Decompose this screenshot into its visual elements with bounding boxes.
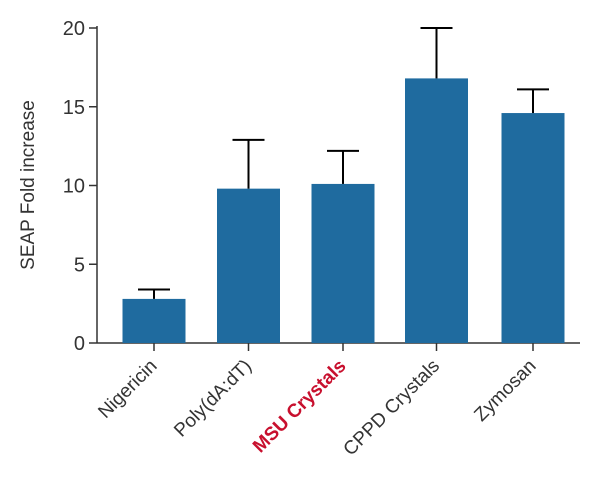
bar — [217, 188, 280, 343]
y-axis-title-group: SEAP Fold increase — [18, 100, 39, 270]
y-tick-label: 0 — [74, 333, 85, 355]
x-tick-label-highlighted: MSU Crystals — [249, 356, 350, 457]
x-tick-label: Zymosan — [470, 356, 540, 426]
y-tick-label: 10 — [63, 176, 85, 198]
y-tick-label: 15 — [63, 97, 85, 119]
y-tick-label: 5 — [74, 254, 85, 276]
y-tick-label: 20 — [63, 18, 85, 40]
x-tick-label: Poly(dA:dT) — [170, 356, 256, 442]
bar — [405, 78, 468, 344]
bar — [501, 113, 565, 343]
x-tick-label: Nigericin — [94, 356, 161, 423]
bar — [122, 298, 186, 343]
x-tick-label: CPPD Crystals — [340, 356, 444, 460]
bar — [311, 183, 375, 343]
bars — [122, 78, 565, 344]
y-ticks: 0 5 10 15 20 — [63, 18, 97, 355]
error-bars — [138, 27, 549, 299]
y-axis-title: SEAP Fold increase — [18, 100, 39, 270]
